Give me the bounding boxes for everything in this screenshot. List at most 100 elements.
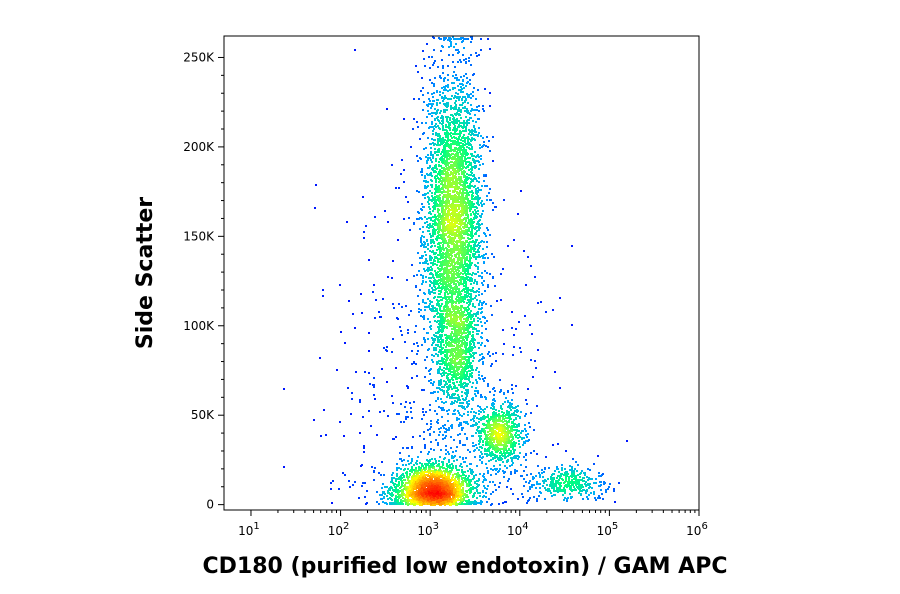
event-dot bbox=[485, 496, 487, 498]
event-dot bbox=[440, 223, 442, 225]
event-dot bbox=[447, 121, 449, 123]
event-dot bbox=[428, 167, 430, 169]
event-dot bbox=[446, 185, 448, 187]
event-dot bbox=[452, 88, 454, 90]
event-dot bbox=[454, 268, 456, 270]
event-dot bbox=[462, 245, 464, 247]
event-dot bbox=[441, 321, 443, 323]
event-dot bbox=[439, 122, 441, 124]
event-dot bbox=[446, 262, 448, 264]
event-dot bbox=[466, 93, 468, 95]
event-dot bbox=[483, 141, 485, 143]
event-dot bbox=[450, 132, 452, 134]
event-dot bbox=[475, 258, 477, 260]
event-dot bbox=[475, 387, 477, 389]
event-dot bbox=[469, 321, 471, 323]
event-dot bbox=[436, 168, 438, 170]
event-dot bbox=[458, 38, 460, 40]
event-dot bbox=[455, 49, 457, 51]
event-dot bbox=[470, 130, 472, 132]
event-dot bbox=[447, 86, 449, 88]
event-dot bbox=[426, 306, 428, 308]
event-dot bbox=[473, 87, 475, 89]
event-dot bbox=[441, 87, 443, 89]
event-dot bbox=[429, 233, 431, 235]
event-dot bbox=[467, 268, 469, 270]
event-dot bbox=[454, 286, 456, 288]
event-dot bbox=[472, 74, 474, 76]
event-dot bbox=[463, 172, 465, 174]
event-dot bbox=[465, 288, 467, 290]
event-dot bbox=[422, 226, 424, 228]
event-dot bbox=[451, 227, 453, 229]
event-dot bbox=[439, 276, 441, 278]
event-dot bbox=[447, 277, 449, 279]
event-dot bbox=[477, 390, 479, 392]
event-dot bbox=[439, 214, 441, 216]
event-dot bbox=[473, 126, 475, 128]
event-dot bbox=[460, 86, 462, 88]
event-dot bbox=[395, 488, 397, 490]
event-dot bbox=[447, 84, 449, 86]
event-dot bbox=[484, 185, 486, 187]
event-dot bbox=[435, 181, 437, 183]
event-dot bbox=[449, 139, 451, 141]
event-dot bbox=[436, 299, 438, 301]
event-dot bbox=[454, 175, 456, 177]
event-dot bbox=[458, 194, 460, 196]
event-dot bbox=[435, 184, 437, 186]
event-dot bbox=[452, 61, 454, 63]
event-dot bbox=[462, 206, 464, 208]
event-dot bbox=[439, 194, 441, 196]
event-dot bbox=[476, 109, 478, 111]
event-dot bbox=[443, 98, 445, 100]
event-dot bbox=[478, 105, 480, 107]
event-dot bbox=[435, 256, 437, 258]
event-dot bbox=[462, 243, 464, 245]
event-dot bbox=[427, 192, 429, 194]
event-dot bbox=[462, 192, 464, 194]
event-dot bbox=[454, 77, 456, 79]
event-dot bbox=[448, 253, 450, 255]
event-dot bbox=[474, 114, 476, 116]
event-dot bbox=[482, 145, 484, 147]
event-dot bbox=[461, 251, 463, 253]
event-dot bbox=[439, 180, 441, 182]
event-dot bbox=[440, 176, 442, 178]
event-dot bbox=[475, 156, 477, 158]
event-dot bbox=[472, 120, 474, 122]
event-dot bbox=[449, 292, 451, 294]
event-dot bbox=[470, 97, 472, 99]
event-dot bbox=[440, 255, 442, 257]
event-dot bbox=[443, 279, 445, 281]
event-dot bbox=[441, 59, 443, 61]
event-dot bbox=[466, 173, 468, 175]
event-dot bbox=[439, 91, 441, 93]
event-dot bbox=[457, 140, 459, 142]
event-dot bbox=[446, 173, 448, 175]
event-dot bbox=[457, 308, 459, 310]
event-dot bbox=[467, 411, 469, 413]
event-dot bbox=[475, 196, 477, 198]
event-dot bbox=[457, 61, 459, 63]
event-dot bbox=[461, 258, 463, 260]
event-dot bbox=[455, 173, 457, 175]
event-dot bbox=[427, 174, 429, 176]
event-dot bbox=[475, 198, 477, 200]
event-dot bbox=[439, 102, 441, 104]
event-dot bbox=[453, 218, 455, 220]
event-dot bbox=[456, 197, 458, 199]
event-dot bbox=[434, 233, 436, 235]
event-dot bbox=[454, 205, 456, 207]
event-dot bbox=[447, 145, 449, 147]
event-dot bbox=[447, 105, 449, 107]
event-dot bbox=[460, 132, 462, 134]
event-dot bbox=[447, 242, 449, 244]
event-dot bbox=[456, 188, 458, 190]
event-dot bbox=[434, 315, 436, 317]
event-dot bbox=[442, 67, 444, 69]
event-dot bbox=[422, 109, 424, 111]
event-dot bbox=[443, 240, 445, 242]
event-dot bbox=[430, 392, 432, 394]
event-dot bbox=[466, 258, 468, 260]
